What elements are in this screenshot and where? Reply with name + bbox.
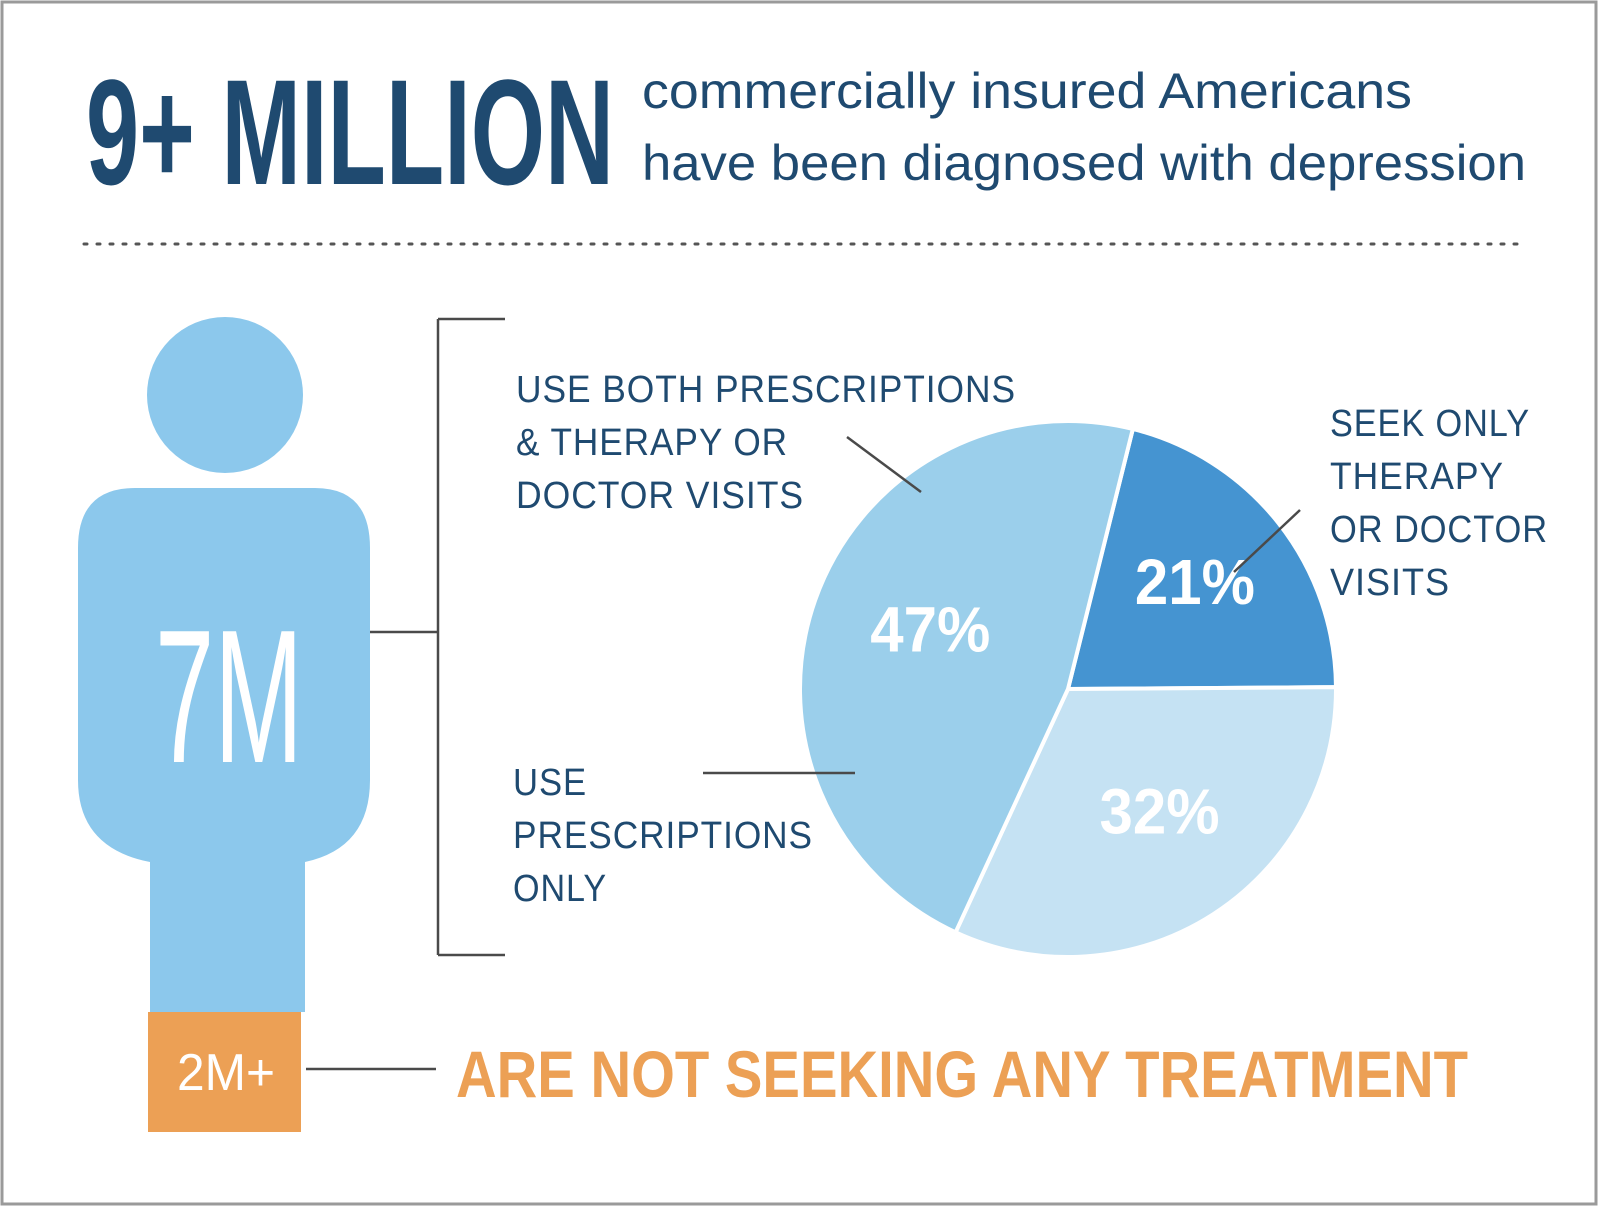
slice-label-line: VISITS [1330,562,1450,604]
slice-label-line: DOCTOR VISITS [516,475,804,517]
slice-label-line: & THERAPY OR [516,422,788,464]
person-body [78,488,370,1012]
orange-caption: ARE NOT SEEKING ANY TREATMENT [456,1037,1468,1111]
figure-value-7m: 7M [155,591,303,803]
slice-label-line: PRESCRIPTIONS [513,815,813,857]
leader-line-therapy [1233,509,1301,573]
headline-line-1: commercially insured Americans [642,63,1412,119]
pie-slice-1 [1066,426,1338,691]
slice-label-prescriptions: USE PRESCRIPTIONS ONLY [513,762,813,910]
pie-slice-2 [953,685,1338,959]
leader-line-both [846,435,922,494]
slice-label-line: THERAPY [1330,456,1504,498]
headline-line-2: have been diagnosed with depression [642,135,1526,191]
pie-slice-value-3: 47% [870,593,990,665]
person-icon [78,317,370,1132]
slice-label-line: OR DOCTOR [1330,509,1548,551]
slice-label-line: SEEK ONLY [1330,403,1530,445]
slice-label-both: USE BOTH PRESCRIPTIONS & THERAPY OR DOCTOR… [516,369,1016,517]
pie-slice-value-2: 32% [1100,775,1220,847]
pie-slice-3 [798,419,1135,935]
slice-label-therapy: SEEK ONLY THERAPY OR DOCTOR VISITS [1330,403,1548,604]
person-feet-bar [148,1012,301,1132]
figure-value-2m: 2M+ [177,1044,275,1102]
slice-label-line: USE [513,762,587,804]
slice-label-line: ONLY [513,868,607,910]
person-head [147,317,303,473]
slice-label-line: USE BOTH PRESCRIPTIONS [516,369,1016,411]
pie-chart: 21% 32% 47% [798,419,1338,959]
headline-number: 9+ MILLION [86,48,614,216]
pie-slice-value-1: 21% [1135,546,1255,618]
bracket [370,317,505,957]
